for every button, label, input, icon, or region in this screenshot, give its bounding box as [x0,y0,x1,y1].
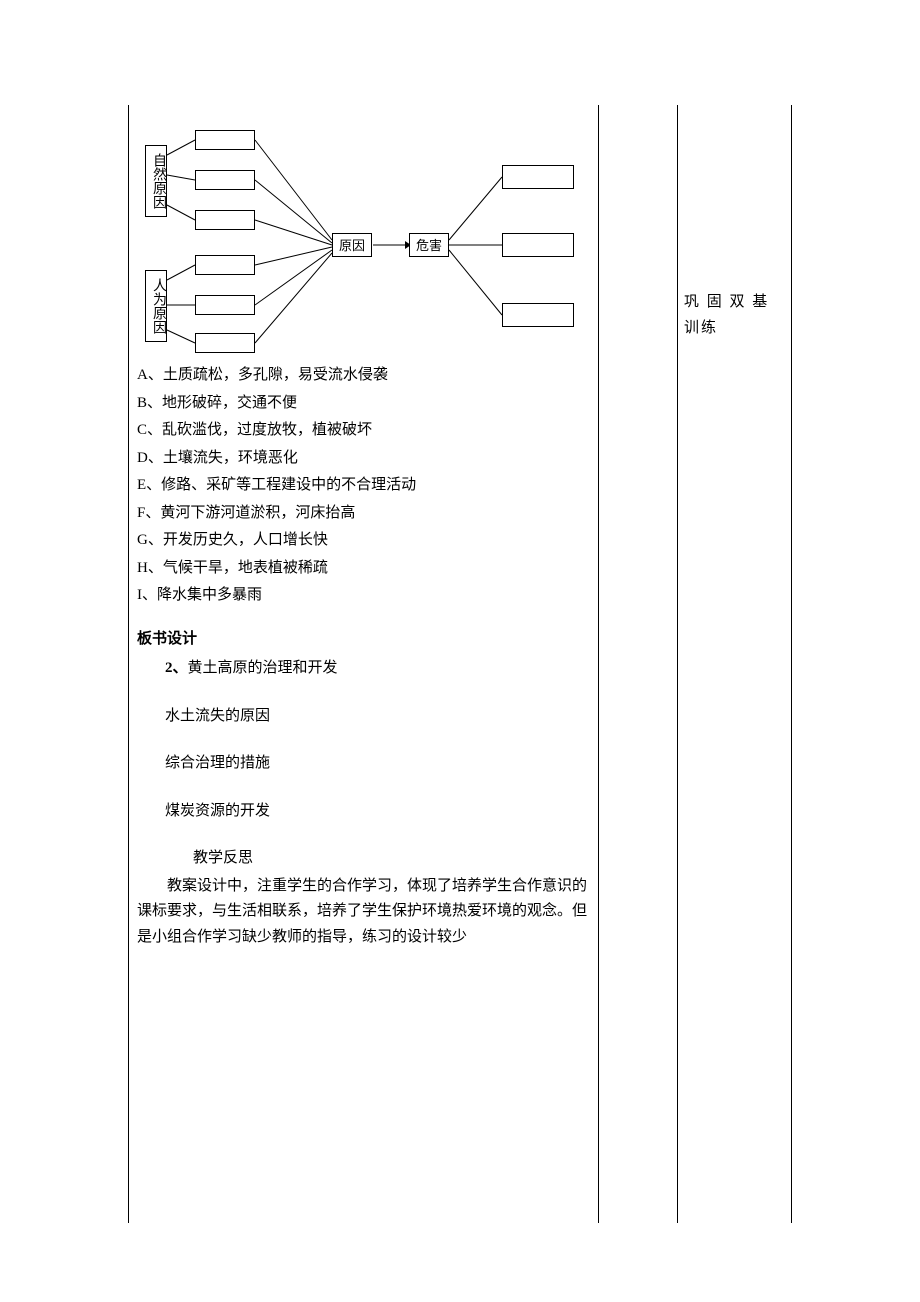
middle-column [599,105,678,1223]
reflection-title: 教学反思 [137,846,590,872]
hazard-box: 危害 [409,233,449,257]
option-d: D、土壤流失，环境恶化 [137,446,590,472]
board-design-title: 板书设计 [137,627,590,653]
page-table: 自然原因 人为原因 原因 危害 A、土质疏松，多孔隙，易受流水侵袭 B、地形破碎… [128,105,792,1223]
board-item-1: 水土流失的原因 [137,704,590,730]
hazard-result-2 [502,233,574,257]
options-list: A、土质疏松，多孔隙，易受流水侵袭 B、地形破碎，交通不便 C、乱砍滥伐，过度放… [137,363,590,609]
board-item-2: 综合治理的措施 [137,751,590,777]
board-subtitle-text: 黄土高原的治理和开发 [188,660,338,676]
board-subtitle: 2、黄土高原的治理和开发 [137,656,590,682]
option-g: G、开发历史久，人口增长快 [137,528,590,554]
option-c: C、乱砍滥伐，过度放牧，植被破坏 [137,418,590,444]
right-note-line1: 巩 固 双 基 [684,290,785,316]
option-a: A、土质疏松，多孔隙，易受流水侵袭 [137,363,590,389]
right-column: 巩 固 双 基 训练 [678,105,791,1223]
option-f: F、黄河下游河道淤积，河床抬高 [137,501,590,527]
option-h: H、气候干旱，地表植被稀疏 [137,556,590,582]
option-e: E、修路、采矿等工程建设中的不合理活动 [137,473,590,499]
right-note: 巩 固 双 基 训练 [684,290,785,341]
natural-box-2 [195,170,255,190]
label-human-cause: 人为原因 [145,270,167,342]
human-box-1 [195,255,255,275]
hazard-result-3 [502,303,574,327]
cause-box: 原因 [332,233,372,257]
reflection-body: 教案设计中，注重学生的合作学习，体现了培养学生合作意识的课标要求，与生活相联系，… [137,874,590,951]
human-box-3 [195,333,255,353]
main-column: 自然原因 人为原因 原因 危害 A、土质疏松，多孔隙，易受流水侵袭 B、地形破碎… [129,105,599,1223]
hazard-result-1 [502,165,574,189]
human-box-2 [195,295,255,315]
board-item-3: 煤炭资源的开发 [137,799,590,825]
natural-box-3 [195,210,255,230]
option-i: I、降水集中多暴雨 [137,583,590,609]
option-b: B、地形破碎，交通不便 [137,391,590,417]
right-note-line2: 训练 [684,316,785,342]
board-number: 2、 [165,660,188,676]
cause-hazard-diagram: 自然原因 人为原因 原因 危害 [137,115,597,355]
natural-box-1 [195,130,255,150]
label-natural-cause: 自然原因 [145,145,167,217]
